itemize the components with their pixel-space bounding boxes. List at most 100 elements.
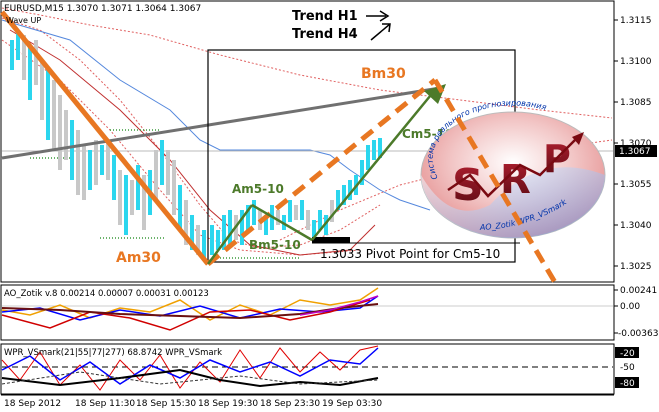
time-tick: 18 Sep 15:30 <box>136 399 196 409</box>
candle <box>178 185 182 230</box>
indicator-label: Wave UP <box>6 16 41 25</box>
candle <box>318 210 322 230</box>
wave-bm30-line <box>206 78 437 266</box>
price-tick: 1.3040 <box>620 221 652 231</box>
logo-arrowhead-icon <box>572 132 584 145</box>
candle <box>336 190 340 210</box>
ao-orange-line <box>1 287 379 321</box>
ao-red-line <box>1 299 371 331</box>
candle <box>10 40 14 70</box>
time-tick: 18 Sep 23:30 <box>260 399 320 409</box>
candle <box>136 165 140 210</box>
candle <box>360 160 364 185</box>
wpr-panel[interactable]: WPR_VSmark(21|55|77|277) 68.8742 WPR_VSm… <box>0 343 639 395</box>
srp-logo: Система реального прогнозирования S R P … <box>420 98 606 239</box>
wpr-dotted-line <box>1 371 379 385</box>
candle <box>28 45 32 100</box>
candle <box>324 215 328 235</box>
candle <box>100 145 104 175</box>
long-trend-line <box>1 86 441 160</box>
candle <box>240 210 244 245</box>
candle <box>216 230 220 250</box>
candle <box>16 30 20 60</box>
candle <box>184 200 188 245</box>
wpr-axis-tick: -80 <box>620 379 635 389</box>
current-price-text: 1.3067 <box>619 147 651 157</box>
price-tick: 1.3025 <box>620 262 652 272</box>
wpr-red-line <box>1 345 379 391</box>
candle <box>202 230 206 258</box>
time-tick: 18 Sep 2012 <box>4 399 61 409</box>
candle <box>46 70 50 140</box>
candle <box>76 130 80 195</box>
candle <box>252 200 256 225</box>
candle <box>312 220 316 240</box>
time-tick: 19 Sep 03:30 <box>322 399 382 409</box>
trend-h1-label: Trend H1 <box>292 9 358 24</box>
support-dots <box>30 129 300 259</box>
time-axis: 18 Sep 2012 18 Sep 11:30 18 Sep 15:30 18… <box>1 394 614 409</box>
wpr-level-badge <box>615 347 639 358</box>
trend-h4-arrow <box>370 23 391 41</box>
ao-magenta-line <box>299 295 379 316</box>
candle <box>112 155 116 200</box>
time-tick: 18 Sep 11:30 <box>75 399 135 409</box>
candle <box>124 175 128 235</box>
current-price-badge <box>615 145 657 157</box>
time-tick: 18 Sep 19:30 <box>198 399 258 409</box>
wpr-blue-line <box>1 347 379 385</box>
candle <box>342 185 346 205</box>
candle <box>190 215 194 250</box>
trend-h4-label: Trend H4 <box>292 27 358 42</box>
candle <box>172 160 176 215</box>
candle <box>222 215 226 250</box>
candle <box>70 120 74 180</box>
candle <box>118 170 122 225</box>
candle <box>276 210 280 225</box>
candle <box>378 138 382 158</box>
candle <box>306 210 310 230</box>
ao-panel[interactable]: AO_Zotik v.8 0.00214 0.00007 0.00031 0.0… <box>0 284 658 341</box>
candle <box>288 200 292 222</box>
candle <box>58 95 62 170</box>
price-tick: 1.3070 <box>620 139 652 149</box>
price-tick: 1.3055 <box>620 180 652 190</box>
candle <box>40 60 44 120</box>
candle <box>160 140 164 185</box>
candle <box>88 150 92 190</box>
wpr-axis-tick: -50 <box>620 363 635 373</box>
candle <box>52 80 56 150</box>
price-tick: 1.3115 <box>620 16 652 26</box>
candle <box>22 35 26 80</box>
candle <box>348 180 352 200</box>
ao-axis-tick: -0.00363 <box>618 329 658 339</box>
price-tick: 1.3100 <box>620 57 652 67</box>
candle <box>246 205 250 230</box>
bm30-label: Bm30 <box>361 66 406 82</box>
wpr-level-badge <box>615 377 639 388</box>
candle <box>130 180 134 215</box>
candle <box>294 205 298 220</box>
wpr-axis-tick: -20 <box>620 349 635 359</box>
wpr-black-line <box>1 368 379 388</box>
price-tick: 1.3085 <box>620 98 652 108</box>
wpr-header: WPR_VSmark(21|55|77|277) 68.8742 WPR_VSm… <box>4 348 222 358</box>
candle <box>228 210 232 245</box>
bm5-10-label: Bm5-10 <box>249 238 301 252</box>
candle <box>300 200 304 220</box>
wave-am30-line <box>0 10 210 266</box>
ao-header: AO_Zotik v.8 0.00214 0.00007 0.00031 0.0… <box>4 289 209 299</box>
candle <box>264 215 268 235</box>
candle <box>210 225 214 255</box>
ao-axis-tick: 0.00241 <box>620 286 657 296</box>
candle <box>166 150 170 195</box>
candle <box>94 140 98 185</box>
candle <box>154 150 158 200</box>
price-axis: 1.3115 1.3100 1.3085 1.3070 1.3055 1.304… <box>614 16 657 272</box>
candle <box>142 175 146 230</box>
candle <box>366 145 370 170</box>
logo-rising-arrow-icon <box>447 139 576 198</box>
candle <box>34 40 38 85</box>
candle <box>330 200 334 222</box>
